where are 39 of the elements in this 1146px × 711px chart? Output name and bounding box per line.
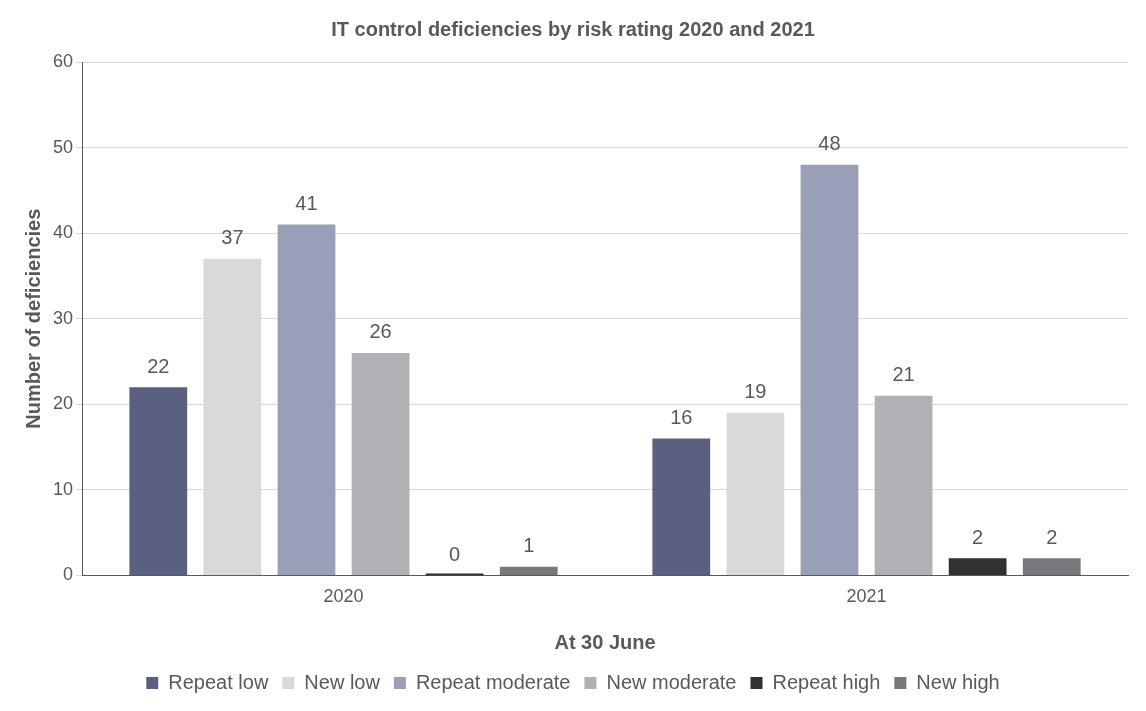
y-tick-label: 60 <box>52 50 74 71</box>
x-tick-label: 2020 <box>323 586 364 607</box>
bar <box>129 387 188 575</box>
data-label: 19 <box>744 380 767 403</box>
legend-label: Repeat moderate <box>415 670 571 693</box>
bar <box>948 558 1007 575</box>
bar <box>652 438 711 575</box>
bar <box>351 352 410 575</box>
chart-title: IT control deficiencies by risk rating 2020 and 2021 <box>331 17 815 40</box>
y-tick-label: 20 <box>52 393 74 414</box>
y-tick-label: 40 <box>52 222 74 243</box>
data-label: 21 <box>892 363 915 386</box>
bar <box>874 395 933 575</box>
data-label: 16 <box>670 406 693 429</box>
y-tick-label: 30 <box>52 307 74 328</box>
y-tick-label: 50 <box>52 136 74 157</box>
data-label: 26 <box>369 320 392 343</box>
legend-label: New moderate <box>606 670 737 693</box>
bar <box>499 566 558 575</box>
data-label: 22 <box>147 354 170 377</box>
data-label: 2 <box>972 525 984 548</box>
y-tick-label: 10 <box>52 478 74 499</box>
legend-label: Repeat low <box>168 670 269 693</box>
data-label: 37 <box>221 226 244 249</box>
data-label: 0 <box>449 542 461 565</box>
data-label: 2 <box>1046 525 1058 548</box>
x-tick-label: 2021 <box>846 586 887 607</box>
bar <box>1022 558 1081 575</box>
data-label: 48 <box>818 132 841 155</box>
x-axis-title: At 30 June <box>554 630 656 653</box>
data-label: 41 <box>295 192 318 215</box>
bar <box>800 164 859 575</box>
legend-label: New low <box>304 670 381 693</box>
bar <box>277 224 336 575</box>
y-tick-label: 0 <box>63 564 74 585</box>
legend-label: New high <box>916 670 1000 693</box>
legend-label: Repeat high <box>772 670 881 693</box>
y-axis-title: Number of deficiencies <box>21 208 44 429</box>
data-label: 1 <box>523 534 535 557</box>
